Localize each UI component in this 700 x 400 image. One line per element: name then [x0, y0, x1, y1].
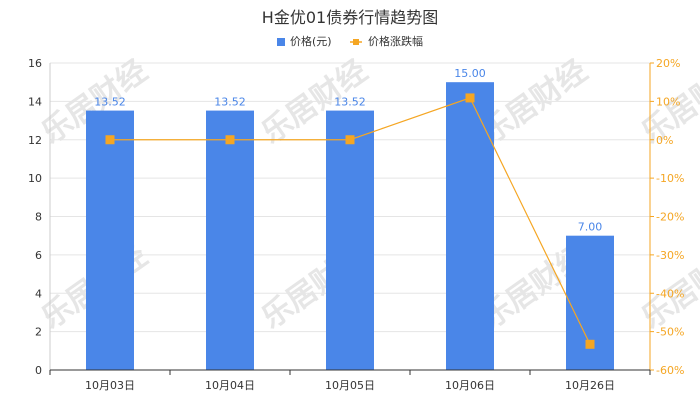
- bar-data-label: 15.00: [454, 67, 486, 80]
- legend-line-marker: [353, 39, 359, 45]
- bar: [326, 110, 374, 371]
- bar-data-label: 7.00: [578, 221, 603, 234]
- y-left-tick-label: 4: [35, 287, 42, 300]
- y-left-tick-label: 2: [35, 326, 42, 339]
- left-axis-ticks: 0 2 4 6 8 10 12 14 16: [28, 57, 42, 377]
- legend-bar-label: 价格(元): [290, 34, 332, 48]
- y-right-tick-label: -40%: [656, 287, 684, 300]
- x-tick-label: 10月04日: [205, 379, 255, 392]
- bar-data-label: 13.52: [214, 96, 246, 109]
- bar-labels: 13.52 13.52 13.52 15.00 7.00: [94, 67, 602, 234]
- bar-data-label: 13.52: [94, 96, 126, 109]
- x-tick-label: 10月03日: [85, 379, 135, 392]
- y-left-tick-label: 8: [35, 211, 42, 224]
- y-right-tick-label: 0%: [656, 134, 673, 147]
- line-point: [465, 93, 475, 103]
- y-right-tick-label: -60%: [656, 364, 684, 377]
- chart-title: H金优01债券行情趋势图: [262, 8, 438, 27]
- line-point: [105, 135, 115, 145]
- y-right-tick-label: -20%: [656, 211, 684, 224]
- bar: [86, 110, 134, 371]
- y-right-tick-label: -30%: [656, 249, 684, 262]
- y-left-tick-label: 12: [28, 134, 42, 147]
- x-tick-label: 10月05日: [325, 379, 375, 392]
- y-left-tick-label: 16: [28, 57, 42, 70]
- legend-line-label: 价格涨跌幅: [368, 34, 423, 48]
- line-point: [225, 135, 235, 145]
- y-right-tick-label: -50%: [656, 326, 684, 339]
- y-right-tick-label: 10%: [656, 95, 680, 108]
- y-right-tick-label: -10%: [656, 172, 684, 185]
- y-left-tick-label: 10: [28, 172, 42, 185]
- bar: [446, 82, 494, 370]
- line-point: [345, 135, 355, 145]
- right-axis-ticks: -60% -50% -40% -30% -20% -10% 0% 10% 20%: [650, 57, 684, 377]
- bar: [566, 235, 614, 370]
- bar-data-label: 13.52: [334, 96, 366, 109]
- line-series: [105, 93, 595, 349]
- line-point: [585, 339, 595, 349]
- y-right-tick-label: 20%: [656, 57, 680, 70]
- bar: [206, 110, 254, 371]
- x-tick-label: 10月26日: [565, 379, 615, 392]
- legend-bar-swatch: [277, 38, 285, 46]
- x-tick-label: 10月06日: [445, 379, 495, 392]
- x-axis-ticks: 10月03日 10月04日 10月05日 10月06日 10月26日: [49, 370, 651, 392]
- y-left-tick-label: 14: [28, 95, 42, 108]
- bars: [86, 82, 614, 371]
- y-left-tick-label: 0: [35, 364, 42, 377]
- y-left-tick-label: 6: [35, 249, 42, 262]
- legend: 价格(元) 价格涨跌幅: [277, 34, 423, 48]
